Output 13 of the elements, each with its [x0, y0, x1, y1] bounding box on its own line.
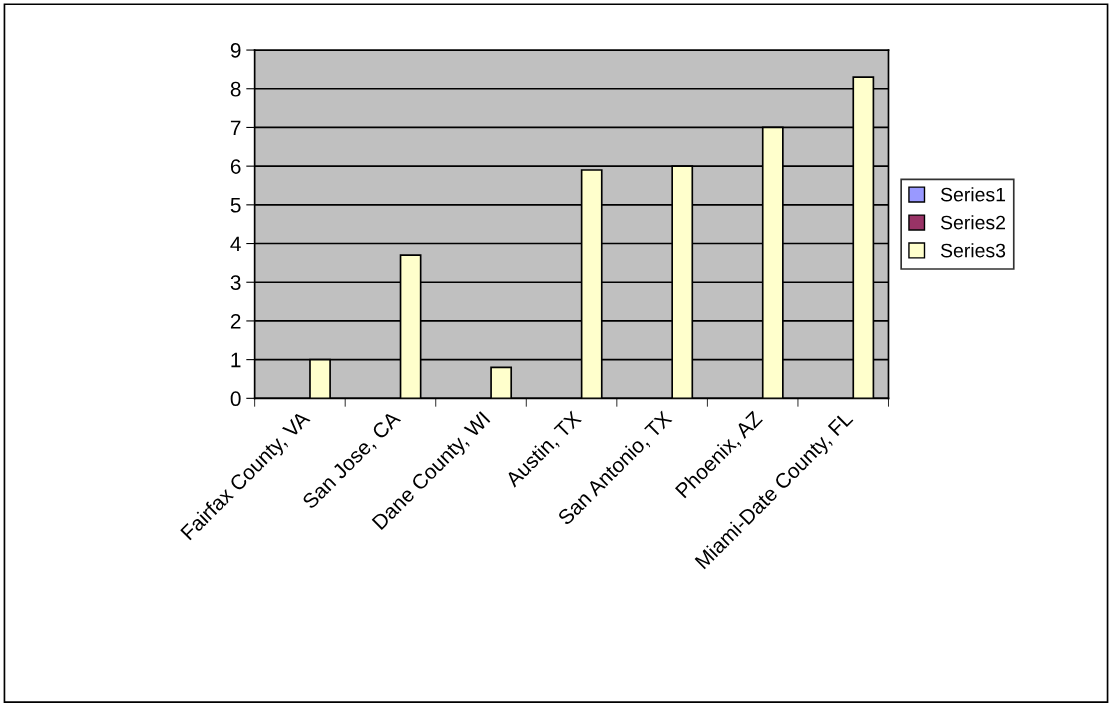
y-tick-label: 9: [230, 43, 241, 58]
y-tick-label: 5: [230, 198, 241, 213]
y-tick-label: 8: [230, 81, 241, 97]
y-tick-label: 2: [230, 313, 241, 329]
y-tick-label: 0: [230, 391, 241, 407]
y-tick-label: 1: [231, 352, 241, 368]
legend-label: Series2: [940, 215, 1006, 230]
y-tick-label: 4: [230, 236, 241, 252]
y-tick-label: 3: [230, 275, 241, 290]
y-tick-label: 6: [230, 159, 241, 174]
y-tick-label: 7: [230, 120, 241, 135]
legend-label: Series3: [940, 243, 1006, 258]
legend-label: Series1: [940, 187, 1006, 202]
